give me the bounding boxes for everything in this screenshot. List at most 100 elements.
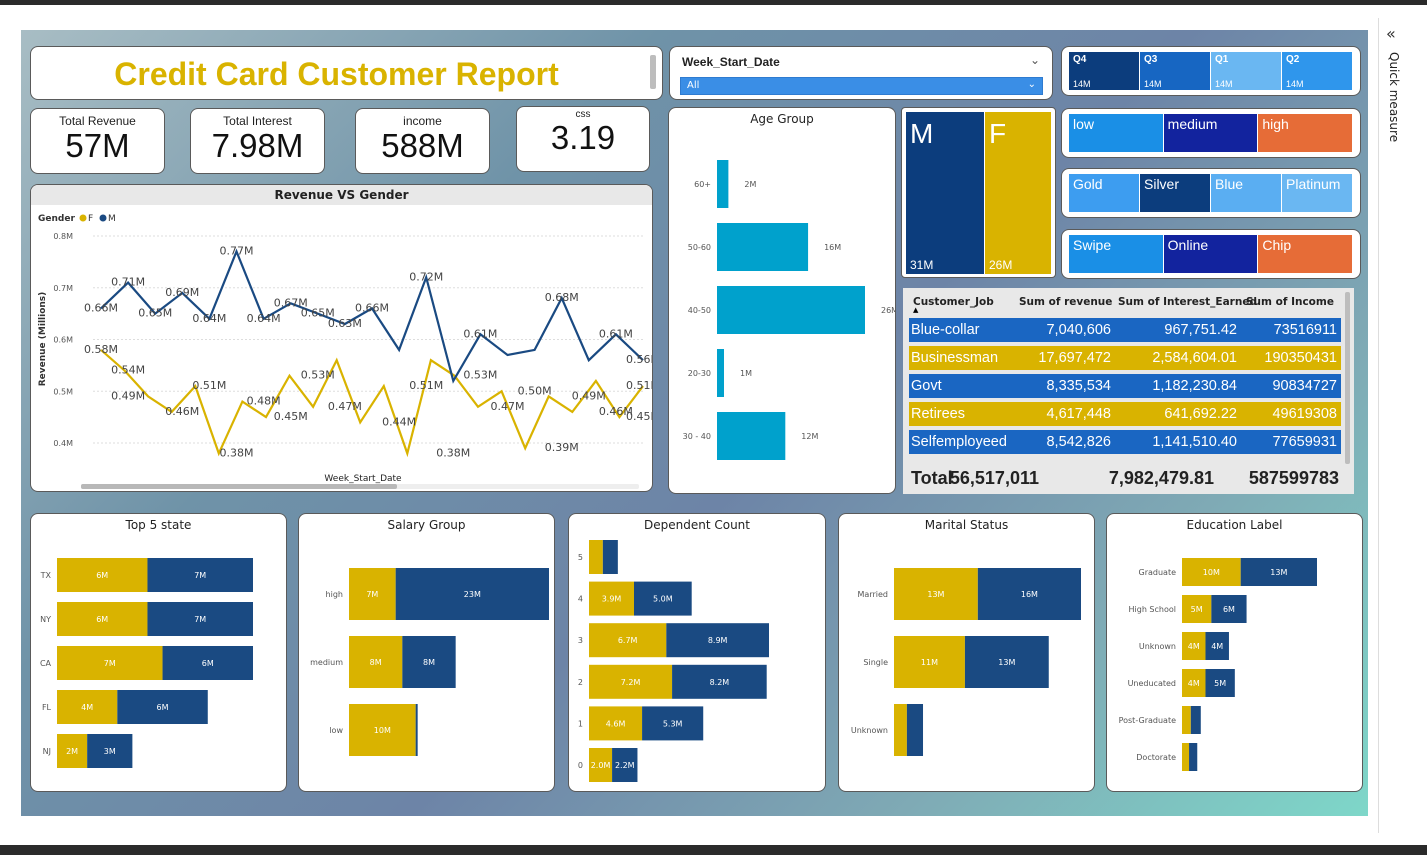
table-header-job[interactable]: Customer_Job (913, 296, 994, 308)
table-header-revenue[interactable]: Sum of revenue (1019, 296, 1113, 308)
category-label: Doctorate (1136, 753, 1176, 762)
bar-f (57, 734, 88, 768)
chevron-down-icon[interactable]: ⌄ (1029, 53, 1040, 67)
data-label: 0.64M (247, 312, 281, 325)
bar-f (57, 646, 163, 680)
bar-f (1182, 669, 1206, 697)
card-platinum-button[interactable]: Platinum (1282, 174, 1353, 212)
category-label: CA (40, 659, 52, 668)
card-category-slicer: Gold Silver Blue Platinum (1061, 168, 1361, 218)
week-start-date-slicer[interactable]: Week_Start_Date ⌄ All ⌄ (669, 46, 1053, 100)
legend-m-marker (99, 214, 107, 222)
data-label: 0.45M (274, 410, 308, 423)
treemap-tile-m[interactable]: M 31M (906, 112, 984, 274)
chevron-down-icon: ⌄ (1027, 79, 1036, 90)
quarter-slicer: Q4 14M Q3 14M Q1 14M Q2 14M (1061, 46, 1361, 96)
txn-chip-button[interactable]: Chip (1258, 235, 1354, 273)
data-label: 5M (1191, 605, 1203, 614)
card-silver-button[interactable]: Silver (1140, 174, 1211, 212)
data-label: 0.51M (409, 379, 443, 392)
table-cell: Selfemployeed (911, 434, 1007, 450)
table-cell: 641,692.22 (1164, 406, 1237, 422)
kpi-label: income (403, 114, 442, 128)
risk-high-button[interactable]: high (1258, 114, 1354, 152)
category-label: high (326, 590, 343, 599)
bar-m (964, 636, 1049, 688)
bar-f (57, 602, 148, 636)
treemap-tile-f[interactable]: F 26M (985, 112, 1051, 274)
y-tick-label: 0.4M (53, 439, 73, 448)
table-row[interactable]: Businessman 17,697,472 2,584,604.01 1903504… (909, 346, 1341, 370)
salary-group-chart: Salary Group high 7M 23M medium 8M 8M low 10M (298, 513, 555, 792)
transaction-type-slicer: Swipe Online Chip (1061, 229, 1361, 279)
data-label: 0.58M (84, 343, 118, 356)
page-title: Credit Card Customer Report (114, 56, 559, 92)
table-cell: Govt (911, 378, 942, 394)
kpi-income[interactable]: income 588M (355, 108, 490, 174)
quick-measure-pane[interactable]: « Quick measure (1378, 18, 1408, 833)
risk-low-button[interactable]: low (1069, 114, 1164, 152)
data-label: 2M (66, 747, 78, 756)
y-tick-label: 0.7M (53, 284, 73, 293)
week-dropdown[interactable]: All ⌄ (680, 77, 1043, 95)
x-axis-label: Week_Start_Date (324, 474, 402, 484)
sort-ascending-icon: ▲ (913, 306, 919, 314)
table-cell: 1,182,230.84 (1152, 378, 1237, 394)
quarter-q3-button[interactable]: Q3 14M (1140, 52, 1211, 90)
data-label: 8.2M (710, 678, 730, 687)
table-cell: Blue-collar (911, 322, 980, 338)
bar-f (1182, 706, 1191, 734)
table-scrollbar[interactable] (1345, 292, 1350, 464)
chart-title: Salary Group (387, 518, 466, 532)
table-row[interactable]: Retirees 4,617,448 641,692.22 49619308 (909, 402, 1341, 426)
bar-f (894, 704, 907, 756)
bar-f (1182, 595, 1212, 623)
card-gold-button[interactable]: Gold (1069, 174, 1140, 212)
data-label: 13M (998, 658, 1015, 667)
data-label: 12M (801, 432, 818, 441)
category-label: 30 - 40 (683, 432, 711, 441)
data-label: 0.68M (545, 291, 579, 304)
bar-m (402, 636, 456, 688)
txn-swipe-button[interactable]: Swipe (1069, 235, 1164, 273)
kpi-value: 7.98M (211, 127, 304, 164)
risk-medium-button[interactable]: medium (1163, 114, 1259, 152)
card-blue-button[interactable]: Blue (1211, 174, 1282, 212)
category-label: Post-Graduate (1119, 716, 1176, 725)
window-top-border (0, 0, 1427, 5)
kpi-total-revenue[interactable]: Total Revenue 57M (30, 108, 165, 174)
table-header-income[interactable]: Sum of Income (1246, 296, 1334, 308)
data-label: 6M (1223, 605, 1235, 614)
quarter-q4-button[interactable]: Q4 14M (1069, 52, 1140, 90)
table-header-interest[interactable]: Sum of Interest_Earned (1118, 296, 1257, 308)
chart-title: Age Group (750, 112, 814, 126)
data-label: 0.46M (599, 405, 633, 418)
kpi-total-interest[interactable]: Total Interest 7.98M (190, 108, 325, 174)
bar-f (349, 568, 396, 620)
table-row[interactable]: Selfemployeed 8,542,826 1,141,510.40 776599… (909, 430, 1341, 454)
chart-title: Revenue VS Gender (274, 188, 409, 202)
quarter-q1-button[interactable]: Q1 14M (1211, 52, 1282, 90)
category-label: High School (1129, 605, 1177, 614)
collapse-pane-icon[interactable]: « (1386, 24, 1396, 43)
data-label: 6M (157, 703, 169, 712)
data-label: 0.47M (491, 400, 525, 413)
table-row[interactable]: Govt 8,335,534 1,182,230.84 90834727 (909, 374, 1341, 398)
kpi-css[interactable]: css 3.19 (516, 106, 650, 172)
txn-online-button[interactable]: Online (1163, 235, 1259, 273)
y-axis-label: Revenue (Millions) (38, 292, 48, 387)
title-scrollbar[interactable] (650, 55, 656, 89)
data-label: 6M (202, 659, 214, 668)
data-label: 23M (464, 590, 481, 599)
table-row[interactable]: Blue-collar 7,040,606 967,751.42 73516911 (909, 318, 1341, 342)
category-label: low (329, 726, 343, 735)
quarter-q2-button[interactable]: Q2 14M (1282, 52, 1353, 90)
slicer-label: Week_Start_Date (682, 55, 780, 69)
dropdown-value: All (687, 80, 700, 91)
data-label: 0.61M (599, 327, 633, 340)
data-label: 10M (1203, 568, 1220, 577)
category-label: 2 (578, 678, 583, 687)
bar-f (589, 540, 603, 574)
data-label: 0.71M (111, 276, 145, 289)
risk-slicer: low medium high (1061, 108, 1361, 158)
